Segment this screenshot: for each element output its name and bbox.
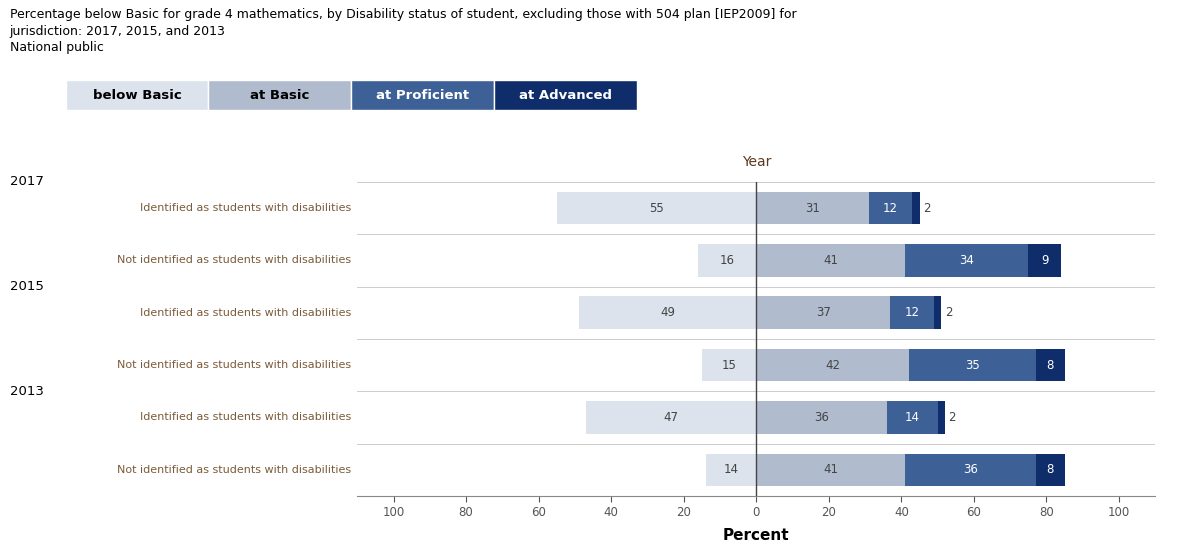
Text: Not identified as students with disabilities: Not identified as students with disabili… — [117, 360, 351, 370]
Text: 41: 41 — [823, 463, 838, 476]
Text: 36: 36 — [815, 411, 829, 424]
Bar — [912, 192, 919, 224]
Text: Percentage below Basic for grade 4 mathematics, by Disability status of student,: Percentage below Basic for grade 4 mathe… — [10, 8, 796, 21]
Text: 49: 49 — [660, 306, 675, 319]
Text: 2017: 2017 — [10, 175, 43, 188]
Text: 2: 2 — [944, 306, 953, 319]
Bar — [934, 296, 941, 329]
Bar — [705, 453, 756, 486]
Text: at Proficient: at Proficient — [376, 89, 469, 101]
Text: 15: 15 — [722, 359, 736, 371]
Text: 36: 36 — [962, 463, 978, 476]
Text: 55: 55 — [649, 202, 663, 214]
Bar — [937, 401, 944, 434]
Bar — [1028, 244, 1061, 277]
Bar — [887, 401, 937, 434]
Text: jurisdiction: 2017, 2015, and 2013: jurisdiction: 2017, 2015, and 2013 — [10, 25, 225, 38]
Text: 14: 14 — [905, 411, 919, 424]
Bar — [557, 192, 756, 224]
Bar — [579, 296, 756, 329]
Bar — [351, 80, 494, 110]
Bar — [1036, 453, 1065, 486]
Text: 41: 41 — [823, 254, 838, 267]
Bar — [701, 349, 756, 381]
Bar — [756, 192, 868, 224]
Text: 47: 47 — [663, 411, 679, 424]
Text: 2: 2 — [948, 411, 956, 424]
Text: 9: 9 — [1041, 254, 1048, 267]
Text: Identified as students with disabilities: Identified as students with disabilities — [141, 412, 351, 423]
Text: at Advanced: at Advanced — [519, 89, 612, 101]
Text: at Basic: at Basic — [250, 89, 310, 101]
Bar — [1036, 349, 1065, 381]
Bar — [756, 453, 905, 486]
Text: Not identified as students with disabilities: Not identified as students with disabili… — [117, 464, 351, 475]
Bar — [208, 80, 351, 110]
Text: National public: National public — [10, 41, 104, 55]
Bar — [494, 80, 637, 110]
Text: 31: 31 — [805, 202, 819, 214]
Text: 12: 12 — [883, 202, 898, 214]
Text: Identified as students with disabilities: Identified as students with disabilities — [141, 203, 351, 213]
Bar — [756, 296, 891, 329]
Text: 8: 8 — [1047, 463, 1054, 476]
Bar — [756, 349, 909, 381]
X-axis label: Percent: Percent — [723, 528, 790, 543]
Text: 14: 14 — [723, 463, 738, 476]
Bar — [756, 401, 887, 434]
Text: 2015: 2015 — [10, 280, 43, 293]
Text: 16: 16 — [719, 254, 735, 267]
Text: 35: 35 — [965, 359, 979, 371]
Bar — [905, 244, 1028, 277]
Text: below Basic: below Basic — [93, 89, 181, 101]
Text: Not identified as students with disabilities: Not identified as students with disabili… — [117, 255, 351, 266]
Bar — [868, 192, 912, 224]
Text: 37: 37 — [816, 306, 831, 319]
Text: 42: 42 — [825, 359, 840, 371]
Bar — [586, 401, 756, 434]
Bar — [698, 244, 756, 277]
Bar — [909, 349, 1036, 381]
Bar — [756, 244, 905, 277]
Text: 8: 8 — [1047, 359, 1054, 371]
Text: 2013: 2013 — [10, 385, 43, 398]
Text: Identified as students with disabilities: Identified as students with disabilities — [141, 307, 351, 318]
Bar — [905, 453, 1035, 486]
Bar — [891, 296, 934, 329]
Text: 2: 2 — [923, 202, 930, 214]
Text: 12: 12 — [905, 306, 919, 319]
Text: 34: 34 — [959, 254, 974, 267]
Text: Year: Year — [742, 155, 771, 169]
Bar — [66, 80, 208, 110]
